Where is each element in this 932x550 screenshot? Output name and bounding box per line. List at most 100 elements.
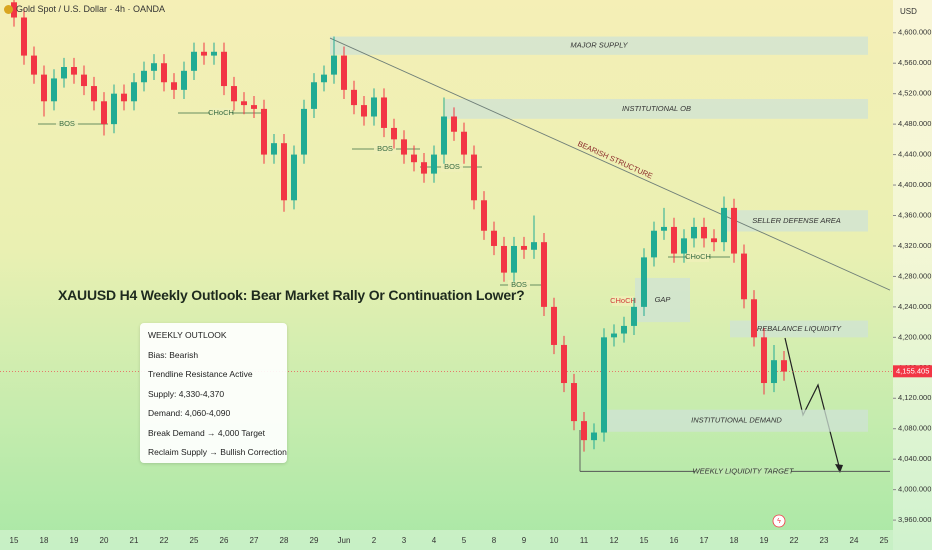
event-icon-glyph: ϟ bbox=[777, 518, 781, 525]
outlook-line: Bias: Bearish bbox=[148, 349, 199, 360]
candle-body bbox=[631, 306, 637, 326]
x-tick-label: 19 bbox=[70, 536, 79, 545]
y-tick-label: 4,400.000 bbox=[898, 180, 931, 189]
currency-label[interactable]: USD bbox=[900, 7, 917, 16]
target-label: WEEKLY LIQUIDITY TARGET bbox=[692, 466, 794, 475]
structure-label-bg bbox=[210, 108, 232, 118]
symbol-title: Gold Spot / U.S. Dollar · 4h · OANDA bbox=[16, 4, 166, 14]
x-tick-label: 2 bbox=[372, 536, 377, 545]
candle-body bbox=[331, 55, 337, 75]
candle-body bbox=[141, 70, 147, 83]
candle-body bbox=[651, 230, 657, 258]
candle-body bbox=[511, 245, 517, 273]
candle-body bbox=[261, 108, 267, 155]
candle-body bbox=[641, 257, 647, 307]
candle-body bbox=[221, 51, 227, 87]
candle-body bbox=[401, 139, 407, 155]
candle-body bbox=[11, 2, 17, 18]
candle-body bbox=[431, 154, 437, 174]
x-tick-label: 29 bbox=[310, 536, 319, 545]
y-tick-label: 4,360.000 bbox=[898, 210, 931, 219]
candle-body bbox=[301, 108, 307, 155]
outlook-line: Break Demand → 4,000 Target bbox=[148, 427, 266, 438]
candle-body bbox=[461, 131, 467, 155]
candle-body bbox=[231, 86, 237, 102]
structure-label-bg bbox=[508, 280, 530, 290]
x-tick-label: 25 bbox=[880, 536, 889, 545]
y-tick-label: 4,080.000 bbox=[898, 424, 931, 433]
outlook-line: Supply: 4,330-4,370 bbox=[148, 388, 225, 399]
x-tick-label: 15 bbox=[10, 536, 19, 545]
y-tick-label: 4,040.000 bbox=[898, 454, 931, 463]
structure-label-bg bbox=[374, 144, 396, 154]
headline: XAUUSD H4 Weekly Outlook: Bear Market Ra… bbox=[58, 287, 525, 303]
projection-arrowhead bbox=[835, 464, 843, 473]
structure-label: BOS bbox=[377, 144, 393, 153]
zone-label: GAP bbox=[655, 295, 671, 304]
candle-body bbox=[101, 101, 107, 125]
x-tick-label: 17 bbox=[700, 536, 709, 545]
candle-body bbox=[31, 55, 37, 75]
candle-body bbox=[581, 421, 587, 441]
zone-label: INSTITUTIONAL OB bbox=[622, 104, 691, 113]
candle-body bbox=[21, 17, 27, 56]
structure-label-bg bbox=[56, 119, 78, 129]
candle-body bbox=[441, 116, 447, 155]
y-tick-label: 4,000.000 bbox=[898, 485, 931, 494]
candle-body bbox=[481, 200, 487, 231]
last-price-label: 4,155.405 bbox=[896, 366, 929, 375]
y-tick-label: 4,440.000 bbox=[898, 150, 931, 159]
structure-label: CHoCH bbox=[685, 252, 711, 261]
candle-body bbox=[491, 230, 497, 246]
zone-label: MAJOR SUPPLY bbox=[570, 41, 628, 50]
structure-label: CHoCH bbox=[208, 108, 234, 117]
candle-body bbox=[321, 74, 327, 83]
candle-body bbox=[151, 63, 157, 71]
candle-body bbox=[371, 97, 377, 117]
candle-body bbox=[501, 245, 507, 273]
x-tick-label: 16 bbox=[670, 536, 679, 545]
candle-body bbox=[741, 253, 747, 300]
x-tick-label: 9 bbox=[522, 536, 527, 545]
x-tick-label: 15 bbox=[640, 536, 649, 545]
price-axis-bg bbox=[893, 0, 932, 550]
candle-body bbox=[41, 74, 47, 102]
structure-label: BOS bbox=[59, 119, 75, 128]
candle-body bbox=[81, 74, 87, 87]
candle-body bbox=[701, 226, 707, 239]
trendline-label: BEARISH STRUCTURE bbox=[576, 139, 654, 181]
zone-label: INSTITUTIONAL DEMAND bbox=[691, 416, 782, 425]
candle-body bbox=[691, 226, 697, 239]
y-tick-label: 4,480.000 bbox=[898, 119, 931, 128]
candle-body bbox=[541, 242, 547, 307]
candle-body bbox=[761, 337, 767, 384]
x-tick-label: 3 bbox=[402, 536, 407, 545]
outlook-line: Trendline Resistance Active bbox=[148, 369, 253, 379]
symbol-icon bbox=[4, 4, 13, 14]
event-icon[interactable] bbox=[772, 514, 786, 528]
candle-body bbox=[671, 226, 677, 254]
candle-body bbox=[411, 154, 417, 163]
outlook-box: WEEKLY OUTLOOK Bias: Bearish Trendline Re… bbox=[140, 323, 287, 463]
x-tick-label: 5 bbox=[462, 536, 467, 545]
y-tick-label: 4,200.000 bbox=[898, 332, 931, 341]
y-tick-label: 4,240.000 bbox=[898, 302, 931, 311]
x-tick-label: 8 bbox=[492, 536, 497, 545]
symbol-header: Gold Spot / U.S. Dollar · 4h · OANDA bbox=[4, 4, 165, 14]
candle-body bbox=[71, 67, 77, 75]
candle-body bbox=[771, 360, 777, 384]
candle-body bbox=[451, 116, 457, 132]
x-tick-label: 11 bbox=[580, 536, 589, 545]
candle-body bbox=[351, 89, 357, 106]
candle-body bbox=[391, 127, 397, 140]
x-tick-label: 10 bbox=[550, 536, 559, 545]
y-tick-label: 4,320.000 bbox=[898, 241, 931, 250]
x-tick-label: 4 bbox=[432, 536, 437, 545]
candle-body bbox=[201, 51, 207, 56]
last-price-tag bbox=[893, 365, 932, 378]
x-tick-label: 25 bbox=[190, 536, 199, 545]
y-tick-label: 4,560.000 bbox=[898, 58, 931, 67]
zone bbox=[725, 210, 868, 232]
zone-label: SELLER DEFENSE AREA bbox=[752, 216, 841, 225]
